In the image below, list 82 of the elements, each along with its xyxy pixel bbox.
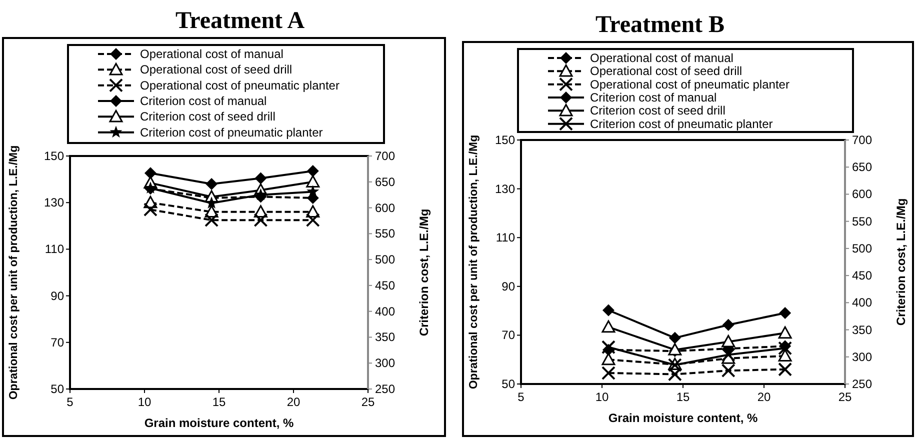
x-tick-label: 15 — [676, 390, 690, 404]
point — [254, 213, 268, 228]
y-tick-label: 70 — [502, 328, 516, 342]
point — [778, 349, 792, 362]
point — [602, 304, 614, 316]
x-axis-title: Grain moisture content, % — [608, 411, 758, 425]
y2-tick-label: 400 — [852, 296, 872, 310]
x-tick-label: 10 — [595, 390, 609, 404]
y-tick-label: 110 — [496, 230, 516, 245]
y2-tick-label: 600 — [852, 187, 872, 202]
point — [721, 348, 736, 362]
y2-axis-title: Criterion cost, L.E./Mg — [417, 208, 431, 336]
y-axis-title: Oprational cost per unit of production, L.E./Mg — [8, 145, 20, 400]
y-tick-label: 110 — [44, 242, 64, 256]
point — [668, 367, 682, 382]
legend-label: Criterion cost of manual — [590, 90, 717, 104]
y-tick-label: 50 — [50, 382, 64, 396]
point — [778, 362, 792, 376]
y2-tick-label: 350 — [375, 330, 396, 344]
point — [306, 213, 320, 228]
legend-label: Criterion cost of seed drill — [590, 104, 726, 118]
point — [721, 364, 736, 378]
y2-tick-label: 450 — [375, 278, 396, 292]
legend-label: Criterion cost of pneumatic planter — [140, 125, 323, 140]
y2-tick-label: 300 — [852, 350, 872, 364]
point — [602, 320, 616, 333]
y2-tick-label: 450 — [852, 268, 872, 283]
y2-tick-label: 700 — [375, 149, 396, 163]
y-tick-label: 90 — [502, 279, 516, 294]
y2-tick-label: 700 — [852, 133, 872, 147]
point — [778, 326, 792, 339]
y-tick-label: 130 — [494, 182, 516, 196]
legend-label: Operational cost of pneumatic planter — [140, 78, 340, 92]
y-tick-label: 150 — [44, 149, 64, 163]
y-tick-label: 50 — [502, 377, 516, 391]
legend-label: Operational cost of manual — [140, 47, 284, 61]
legend-label: Operational cost of pneumatic planter — [590, 77, 790, 92]
y2-tick-label: 300 — [375, 356, 396, 370]
y2-tick-label: 600 — [375, 200, 396, 215]
legend-label: Operational cost of seed drill — [140, 62, 292, 77]
x-axis-title: Grain moisture content, % — [144, 416, 294, 430]
legend-label: Criterion cost of pneumatic planter — [590, 116, 773, 131]
legend-label: Operational cost of seed drill — [590, 64, 742, 78]
x-tick-label: 25 — [838, 390, 852, 404]
point — [668, 332, 681, 344]
y-axis-title: Oprational cost per unit of production, L.E./Mg — [468, 134, 480, 390]
point — [601, 340, 616, 354]
x-tick-label: 25 — [361, 395, 375, 409]
point — [722, 318, 734, 331]
y2-tick-label: 650 — [852, 160, 872, 174]
x-tick-label: 20 — [757, 390, 771, 404]
x-tick-label: 5 — [518, 390, 525, 404]
y-tick-label: 150 — [494, 133, 516, 147]
y2-tick-label: 550 — [375, 226, 396, 241]
x-tick-label: 10 — [138, 395, 152, 409]
y2-axis-title: Criterion cost, L.E./Mg — [894, 198, 908, 326]
y-tick-label: 130 — [44, 196, 64, 210]
x-tick-label: 15 — [212, 395, 226, 409]
x-tick-label: 5 — [66, 395, 74, 409]
point — [602, 352, 616, 366]
point — [204, 213, 219, 228]
legend-label: Criterion cost of manual — [140, 94, 267, 108]
point — [601, 366, 616, 380]
y2-tick-label: 550 — [852, 214, 872, 228]
point — [778, 341, 792, 356]
legend-label: Operational cost of manual — [590, 51, 734, 65]
y-tick-label: 90 — [50, 288, 64, 303]
y2-tick-label: 500 — [375, 252, 396, 267]
y2-tick-label: 350 — [852, 322, 872, 337]
x-tick-label: 20 — [286, 395, 300, 409]
point — [779, 306, 792, 319]
chart-title: Treatment B — [595, 12, 725, 38]
y2-tick-label: 500 — [852, 241, 872, 256]
legend-label: Criterion cost of seed drill — [140, 110, 276, 124]
point — [143, 202, 158, 217]
chart-title: Treatment A — [175, 8, 306, 34]
point — [722, 334, 736, 348]
y2-tick-label: 250 — [852, 377, 872, 391]
y2-tick-label: 400 — [375, 304, 396, 318]
y2-tick-label: 250 — [375, 382, 396, 396]
y-tick-label: 70 — [50, 335, 64, 350]
y2-tick-label: 650 — [375, 174, 396, 189]
